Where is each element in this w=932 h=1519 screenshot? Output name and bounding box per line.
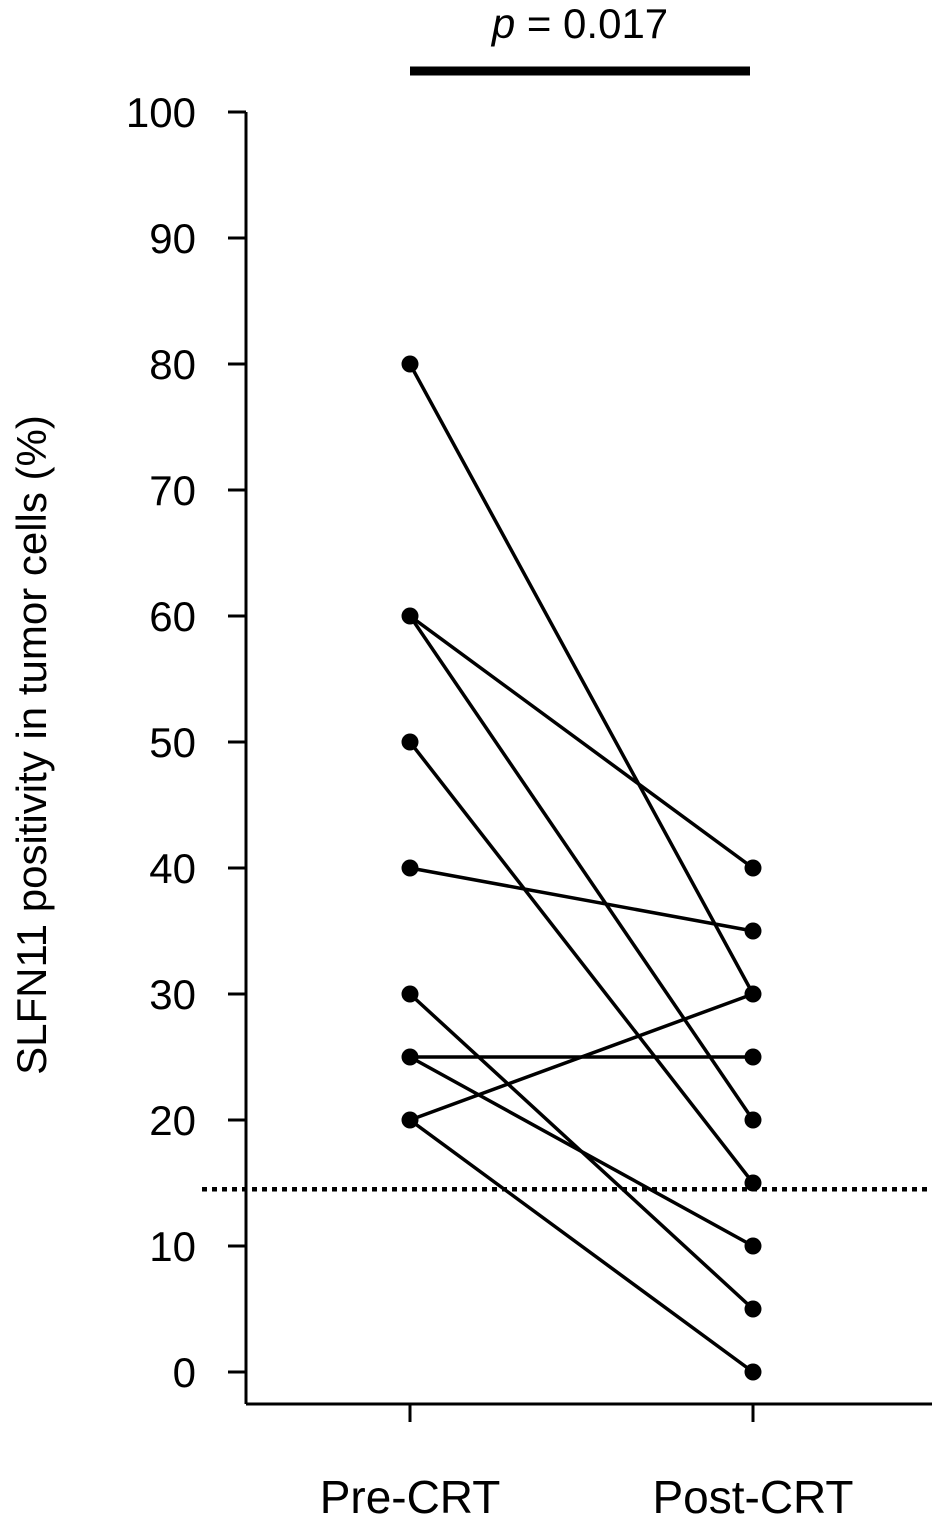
y-tick-label: 10 — [149, 1223, 196, 1270]
pre-point — [401, 733, 419, 751]
post-point — [744, 1237, 762, 1255]
post-point — [744, 985, 762, 1003]
y-axis-label: SLFN11 positivity in tumor cells (%) — [8, 415, 55, 1075]
post-point — [744, 1048, 762, 1066]
pre-point — [401, 1111, 419, 1129]
pair-line — [408, 1118, 755, 1374]
pair-line — [409, 1055, 754, 1248]
x-ticks: Pre-CRT Post-CRT — [320, 1404, 854, 1519]
significance-annotation: p = 0.017 — [410, 0, 750, 76]
pre-point — [401, 859, 419, 877]
pre-point — [401, 985, 419, 1003]
x-tick-label: Post-CRT — [652, 1471, 853, 1519]
axes — [244, 112, 932, 1406]
pair-line — [409, 992, 754, 1122]
post-point — [744, 1111, 762, 1129]
y-tick-label: 100 — [126, 89, 196, 136]
post-point — [744, 922, 762, 940]
y-tick-label: 0 — [173, 1349, 196, 1396]
data-points — [401, 355, 762, 1381]
y-tick-label: 80 — [149, 341, 196, 388]
pre-point — [401, 1048, 419, 1066]
pair-line — [408, 740, 755, 1185]
y-tick-label: 50 — [149, 719, 196, 766]
p-value: = 0.017 — [515, 0, 668, 47]
paired-lines — [408, 363, 755, 1374]
post-point — [744, 1174, 762, 1192]
y-tick-label: 40 — [149, 845, 196, 892]
p-symbol: p — [490, 0, 515, 47]
pre-point — [401, 355, 419, 373]
post-point — [744, 1363, 762, 1381]
x-tick-label: Pre-CRT — [320, 1471, 501, 1519]
pair-line — [408, 615, 755, 1121]
y-ticks: 0 10 20 30 40 50 60 70 80 90 100 — [126, 89, 246, 1396]
y-tick-label: 70 — [149, 467, 196, 514]
post-point — [744, 859, 762, 877]
y-tick-label: 60 — [149, 593, 196, 640]
y-tick-label: 20 — [149, 1097, 196, 1144]
pair-line — [408, 614, 755, 870]
pre-point — [401, 607, 419, 625]
pair-line — [408, 363, 755, 995]
pair-line — [409, 866, 754, 933]
y-tick-label: 90 — [149, 215, 196, 262]
post-point — [744, 1300, 762, 1318]
p-value-label: p = 0.017 — [490, 0, 668, 47]
y-tick-label: 30 — [149, 971, 196, 1018]
